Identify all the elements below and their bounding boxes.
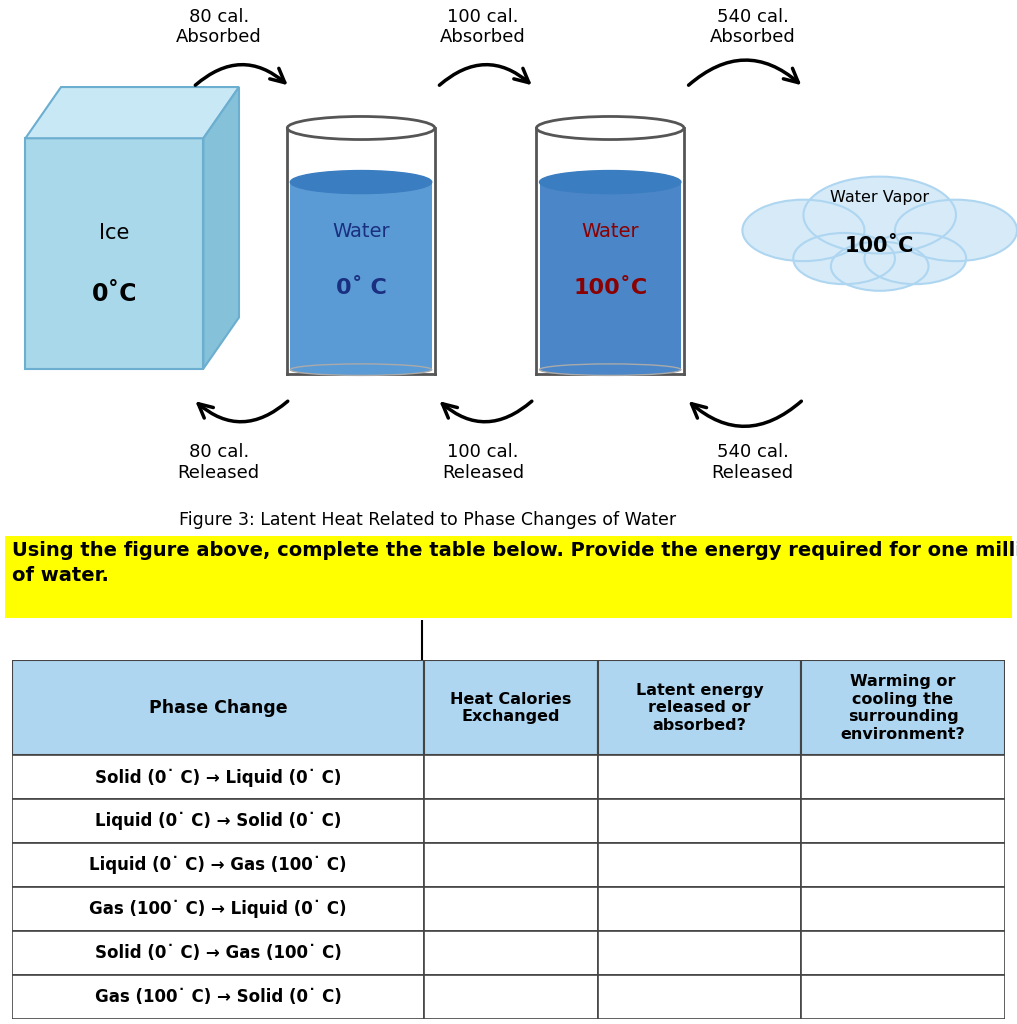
Text: Using the figure above, complete the table below. Provide the energy required fo: Using the figure above, complete the tab…: [12, 542, 1017, 586]
Text: Water: Water: [333, 222, 390, 241]
Text: Latent energy
released or
absorbed?: Latent energy released or absorbed?: [636, 683, 764, 733]
Text: Figure 3: Latent Heat Related to Phase Changes of Water: Figure 3: Latent Heat Related to Phase C…: [179, 511, 675, 529]
Text: Liquid (0˙ C) → Solid (0˙ C): Liquid (0˙ C) → Solid (0˙ C): [95, 812, 342, 830]
FancyBboxPatch shape: [424, 975, 598, 1019]
Text: 0˚C: 0˚C: [92, 283, 137, 306]
FancyBboxPatch shape: [424, 844, 598, 887]
Text: Ice: Ice: [100, 223, 129, 243]
FancyBboxPatch shape: [5, 537, 1012, 617]
FancyBboxPatch shape: [424, 800, 598, 844]
Ellipse shape: [287, 117, 435, 139]
FancyBboxPatch shape: [801, 844, 1005, 887]
Text: Gas (100˙ C) → Liquid (0˙ C): Gas (100˙ C) → Liquid (0˙ C): [89, 900, 347, 919]
FancyBboxPatch shape: [801, 975, 1005, 1019]
Text: 0˚ C: 0˚ C: [336, 278, 386, 298]
Polygon shape: [291, 182, 432, 372]
FancyBboxPatch shape: [12, 844, 424, 887]
FancyBboxPatch shape: [801, 756, 1005, 800]
FancyBboxPatch shape: [424, 756, 598, 800]
Polygon shape: [25, 87, 239, 138]
Ellipse shape: [539, 364, 681, 376]
FancyBboxPatch shape: [598, 844, 801, 887]
FancyBboxPatch shape: [801, 800, 1005, 844]
Circle shape: [864, 232, 966, 284]
FancyBboxPatch shape: [12, 800, 424, 844]
Text: Liquid (0˙ C) → Gas (100˙ C): Liquid (0˙ C) → Gas (100˙ C): [89, 856, 347, 874]
FancyBboxPatch shape: [598, 800, 801, 844]
Circle shape: [895, 200, 1017, 261]
FancyBboxPatch shape: [12, 931, 424, 975]
FancyBboxPatch shape: [12, 660, 424, 756]
Text: 100˚C: 100˚C: [845, 236, 914, 256]
Text: 80 cal.
Released: 80 cal. Released: [178, 442, 259, 481]
FancyBboxPatch shape: [598, 931, 801, 975]
Ellipse shape: [539, 171, 681, 194]
FancyBboxPatch shape: [801, 931, 1005, 975]
Text: Solid (0˙ C) → Gas (100˙ C): Solid (0˙ C) → Gas (100˙ C): [95, 944, 342, 962]
Text: 540 cal.
Absorbed: 540 cal. Absorbed: [710, 8, 795, 46]
Text: Water Vapor: Water Vapor: [830, 189, 930, 205]
Polygon shape: [25, 138, 203, 369]
Text: Warming or
cooling the
surrounding
environment?: Warming or cooling the surrounding envir…: [841, 675, 965, 741]
Text: 100˚C: 100˚C: [573, 278, 648, 298]
Text: Gas (100˙ C) → Solid (0˙ C): Gas (100˙ C) → Solid (0˙ C): [95, 988, 342, 1006]
FancyBboxPatch shape: [598, 975, 801, 1019]
Text: 100 cal.
Released: 100 cal. Released: [442, 442, 524, 481]
Circle shape: [831, 242, 929, 291]
Polygon shape: [203, 87, 239, 369]
Ellipse shape: [291, 364, 432, 376]
FancyBboxPatch shape: [598, 756, 801, 800]
Polygon shape: [540, 182, 681, 372]
FancyBboxPatch shape: [12, 975, 424, 1019]
FancyBboxPatch shape: [801, 660, 1005, 756]
Text: Water: Water: [582, 222, 639, 241]
FancyBboxPatch shape: [12, 756, 424, 800]
FancyBboxPatch shape: [598, 660, 801, 756]
Text: Phase Change: Phase Change: [148, 699, 288, 717]
Text: 540 cal.
Released: 540 cal. Released: [712, 442, 793, 481]
FancyBboxPatch shape: [598, 887, 801, 931]
Text: Heat Calories
Exchanged: Heat Calories Exchanged: [451, 692, 572, 724]
Circle shape: [742, 200, 864, 261]
Text: 80 cal.
Absorbed: 80 cal. Absorbed: [176, 8, 261, 46]
Ellipse shape: [537, 117, 683, 139]
Text: 100 cal.
Absorbed: 100 cal. Absorbed: [440, 8, 526, 46]
Circle shape: [803, 176, 956, 253]
FancyBboxPatch shape: [424, 660, 598, 756]
Ellipse shape: [291, 171, 432, 194]
Circle shape: [793, 232, 895, 284]
FancyBboxPatch shape: [12, 887, 424, 931]
Text: Solid (0˙ C) → Liquid (0˙ C): Solid (0˙ C) → Liquid (0˙ C): [95, 768, 342, 786]
FancyBboxPatch shape: [424, 931, 598, 975]
FancyBboxPatch shape: [801, 887, 1005, 931]
FancyBboxPatch shape: [424, 887, 598, 931]
